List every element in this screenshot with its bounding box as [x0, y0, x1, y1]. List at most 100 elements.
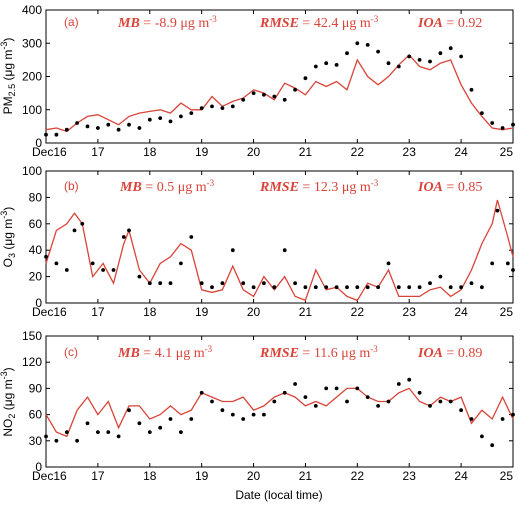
obs-point — [54, 261, 59, 266]
obs-point — [345, 399, 349, 404]
x-tick-label: 21 — [299, 305, 313, 319]
obs-point — [365, 43, 370, 47]
tick-marks — [45, 9, 514, 144]
obs-point — [386, 61, 391, 66]
obs-point — [116, 434, 121, 439]
stat-ioa: IOA = 0.89 — [417, 346, 482, 361]
obs-point — [251, 91, 256, 95]
obs-point — [251, 412, 256, 417]
obs-point — [365, 395, 370, 399]
obs-point — [500, 417, 505, 421]
x-tick-label: 17 — [91, 305, 105, 319]
x-tick-label: 18 — [143, 305, 157, 319]
obs-point — [490, 121, 495, 125]
x-tick-label: 20 — [247, 305, 261, 319]
obs-point — [230, 248, 235, 253]
y-axis-label: PM2.5 (μg m-3) — [0, 38, 17, 115]
obs-point — [469, 281, 474, 286]
obs-point — [480, 285, 484, 290]
obs-point — [220, 408, 225, 413]
obs-point — [480, 111, 484, 115]
y-tick-label: 0 — [35, 296, 42, 310]
x-tick-label: Dec16 — [32, 469, 67, 483]
stat-mb: MB = 4.1 μg m-3 — [117, 344, 213, 361]
stat-mb: MB = -8.9 μg m-3 — [117, 14, 217, 31]
obs-point — [396, 64, 401, 69]
obs-point — [210, 285, 214, 290]
obs-point — [324, 386, 329, 391]
obs-point — [158, 116, 163, 120]
x-tick-label: 21 — [299, 469, 313, 483]
obs-point — [511, 412, 515, 417]
obs-point — [282, 390, 287, 395]
y-tick-label: 60 — [29, 217, 43, 231]
x-tick-labels: Dec16 17 18 19 20 21 22 23 24 25 — [32, 305, 513, 319]
x-tick-label: 25 — [500, 145, 514, 159]
obs-point — [272, 285, 277, 290]
obs-point — [127, 122, 131, 127]
obs-point — [116, 127, 121, 132]
obs-point — [376, 285, 380, 290]
y-tick-label: 0 — [35, 136, 42, 150]
obs-point — [511, 122, 515, 127]
obs-point — [137, 421, 142, 426]
obs-point — [459, 54, 463, 59]
stat-rmse: RMSE = 42.4 μg m-3 — [259, 14, 379, 31]
obs-point — [282, 248, 287, 253]
obs-point — [490, 443, 495, 448]
y-tick-label: 200 — [22, 70, 42, 84]
obs-dots — [44, 41, 515, 137]
obs-point — [262, 412, 266, 417]
x-tick-label: 18 — [143, 145, 157, 159]
y-tick-label: 300 — [22, 36, 42, 50]
obs-dots — [44, 208, 515, 290]
x-tick-label: 19 — [195, 305, 209, 319]
y-tick-label: 100 — [22, 164, 42, 178]
obs-point — [407, 54, 412, 59]
obs-point — [334, 285, 339, 290]
obs-point — [428, 59, 432, 64]
x-tick-label: 21 — [299, 145, 313, 159]
model-line — [45, 53, 514, 133]
obs-point — [158, 425, 163, 430]
obs-point — [241, 97, 246, 102]
y-tick-label: 120 — [22, 355, 42, 369]
stat-ioa: IOA = 0.92 — [417, 16, 482, 31]
y-tick-labels: 0 20 40 60 80 100 — [22, 164, 42, 310]
obs-point — [147, 281, 152, 286]
obs-point — [293, 281, 297, 286]
obs-point — [334, 63, 339, 67]
obs-point — [386, 399, 391, 404]
obs-point — [448, 46, 453, 51]
panel-c: 0 30 60 90 120 150 Dec16 17 18 19 20 21 22 23 24 25 (c… — [0, 329, 515, 483]
obs-point — [355, 285, 360, 290]
obs-point — [262, 92, 266, 97]
x-tick-label: 20 — [247, 145, 261, 159]
stat-ioa: IOA = 0.85 — [417, 180, 482, 195]
x-tick-labels: Dec16 17 18 19 20 21 22 23 24 25 — [32, 145, 513, 159]
x-tick-labels: Dec16 17 18 19 20 21 22 23 24 25 — [32, 469, 513, 483]
obs-point — [168, 119, 173, 124]
x-tick-label: 20 — [247, 469, 261, 483]
obs-point — [313, 64, 318, 69]
obs-point — [189, 417, 194, 421]
model-line — [45, 387, 514, 438]
obs-point — [101, 268, 105, 272]
obs-point — [505, 261, 510, 266]
x-tick-label: 23 — [403, 305, 417, 319]
obs-point — [500, 126, 505, 130]
obs-point — [199, 106, 204, 110]
y-tick-labels: 0 100 200 300 400 — [22, 3, 42, 150]
x-axis-label: Date (local time) — [235, 488, 322, 502]
obs-point — [490, 261, 495, 266]
obs-point — [168, 281, 173, 286]
obs-point — [44, 254, 48, 259]
obs-point — [345, 285, 349, 290]
x-tick-label: 19 — [195, 145, 209, 159]
obs-point — [324, 61, 329, 66]
obs-point — [469, 417, 474, 421]
x-tick-label: 17 — [91, 469, 105, 483]
x-tick-label: 22 — [351, 145, 365, 159]
tick-marks — [45, 335, 514, 468]
obs-point — [251, 285, 256, 290]
